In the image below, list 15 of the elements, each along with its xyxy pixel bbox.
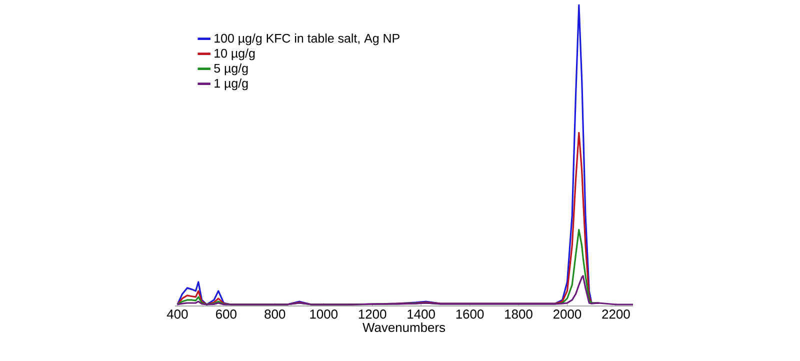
x-axis-title: Wavenumbers	[362, 322, 446, 332]
x-tick-label: 1200	[358, 310, 386, 319]
legend-label: 1 µg/g	[214, 78, 248, 90]
legend-label: 10 µg/g	[214, 48, 255, 60]
x-tick-label: 1600	[456, 310, 484, 319]
x-tick-label: 1400	[408, 310, 435, 319]
x-tick-label: 800	[264, 310, 286, 319]
legend-label: 100 µg/g KFC in table salt, Ag NP	[214, 34, 400, 46]
x-tick-label: 1000	[310, 310, 338, 319]
x-tick-label: 1800	[505, 310, 532, 319]
x-tick-label: 400	[166, 310, 188, 319]
x-tick-label: 2000	[553, 310, 582, 319]
x-tick-label: 2200	[602, 310, 630, 319]
x-tick-label: 600	[216, 310, 236, 319]
legend-label: 5 µg/g	[214, 64, 248, 76]
